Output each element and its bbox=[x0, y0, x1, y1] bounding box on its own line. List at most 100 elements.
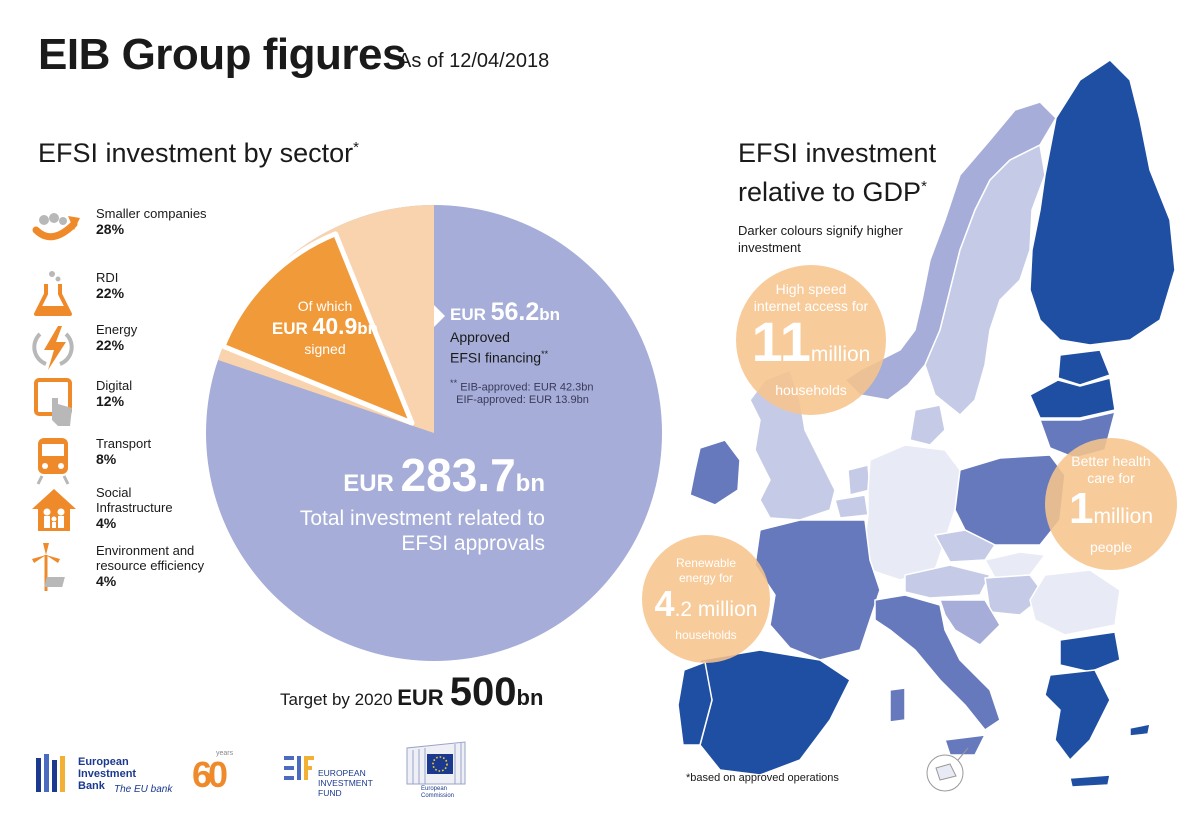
bubble-line1: Better health bbox=[1071, 452, 1151, 469]
signed-amount: EUR 40.9bn bbox=[260, 313, 390, 339]
sector-percent: 8% bbox=[96, 451, 117, 467]
approved-amount-label: EUR 56.2bn Approved EFSI financing** ** E… bbox=[450, 298, 594, 407]
bubble-line2: internet access for bbox=[753, 298, 869, 314]
map-title-line2: relative to GDP bbox=[738, 177, 922, 207]
sector-item-environment: Environment and resource efficiency 4% bbox=[30, 543, 230, 593]
bubble-line2: care for bbox=[1087, 469, 1135, 486]
target-2020: Target by 2020 EUR 500bn bbox=[280, 670, 543, 715]
target-unit: bn bbox=[516, 685, 544, 710]
map-region-sardinia bbox=[889, 687, 906, 723]
approved-amount: EUR 56.2bn bbox=[450, 298, 594, 327]
total-amount: EUR 283.7bn bbox=[285, 448, 545, 502]
map-region-sicily bbox=[944, 734, 986, 756]
sector-label: Environment and resource efficiency 4% bbox=[96, 543, 204, 589]
map-title-line1: EFSI investment bbox=[738, 138, 937, 168]
sector-name: Transport bbox=[96, 436, 152, 451]
map-region-slovakia bbox=[984, 551, 1046, 579]
renewable-energy-bubble: Renewable energy for 4.2 million househo… bbox=[642, 535, 770, 663]
internet-unit: million bbox=[810, 343, 871, 366]
bubble-line3: people bbox=[1089, 538, 1133, 555]
house-family-icon bbox=[32, 489, 76, 531]
eib-approved-note: EIB-approved: EUR 42.3bn bbox=[457, 381, 594, 394]
sector-section-title: EFSI investment by sector* bbox=[38, 138, 359, 169]
sixty-number: 60 bbox=[192, 754, 228, 795]
handshake-people-icon bbox=[32, 213, 80, 241]
signed-currency: EUR bbox=[271, 319, 313, 338]
map-region-austria bbox=[904, 564, 991, 599]
map-legend-note: Darker colours signify higher investment bbox=[738, 223, 903, 255]
eib-logo-name: European Investment Bank bbox=[78, 756, 137, 792]
signed-value: 40.9 bbox=[312, 313, 358, 339]
total-unit: bn bbox=[515, 470, 545, 497]
bubble-line3: households bbox=[675, 627, 737, 642]
bubble-line1: Renewable bbox=[675, 555, 737, 570]
approved-desc-line1: Approved bbox=[450, 329, 510, 345]
map-region-poland bbox=[954, 454, 1066, 546]
sector-name: Smaller companies bbox=[96, 206, 207, 221]
map-region-sweden bbox=[924, 144, 1046, 416]
health-number: 1 bbox=[1069, 483, 1094, 533]
train-icon bbox=[36, 438, 70, 485]
eif-approved-note: EIF-approved: EUR 13.9bn bbox=[456, 394, 589, 407]
total-investment-label: EUR 283.7bn Total investment related to … bbox=[285, 448, 545, 556]
sector-section-title-text: EFSI investment by sector bbox=[38, 138, 354, 168]
sector-item-digital: Digital 12% bbox=[30, 378, 230, 428]
lightning-icon bbox=[32, 326, 74, 370]
sector-percent: 4% bbox=[96, 573, 117, 589]
eib-logo-tagline: The EU bank bbox=[114, 784, 173, 795]
bubble-line3: households bbox=[775, 382, 847, 398]
eif-logo-name: EUROPEAN INVESTMENT FUND bbox=[318, 768, 373, 798]
sector-section-title-mark: * bbox=[353, 139, 359, 156]
target-value: 500 bbox=[449, 670, 517, 714]
map-section-title: EFSI investment relative to GDP* bbox=[738, 136, 936, 209]
sector-name: Energy bbox=[96, 322, 138, 337]
approved-description: Approved EFSI financing** bbox=[450, 329, 594, 367]
bubble-number: 1million bbox=[1069, 483, 1153, 539]
map-region-cyprus bbox=[1129, 723, 1151, 737]
map-region-italy bbox=[874, 594, 1001, 731]
footnote: *based on approved operations bbox=[686, 772, 839, 784]
page-title: EIB Group figures bbox=[38, 30, 406, 79]
sector-percent: 12% bbox=[96, 393, 125, 409]
target-currency: EUR bbox=[397, 685, 450, 710]
malta-inset bbox=[926, 747, 969, 792]
sector-name: Social Infrastructure bbox=[96, 485, 173, 515]
sixty-years-logo: years 60 bbox=[192, 750, 244, 795]
eif-mark-icon bbox=[284, 756, 314, 780]
approved-note-mark: ** bbox=[450, 377, 458, 388]
wind-turbine-icon bbox=[32, 543, 65, 591]
target-label: Target by 2020 bbox=[280, 690, 398, 709]
map-region-slovenia-croatia bbox=[939, 599, 1001, 646]
ec-building-flag-icon bbox=[406, 741, 466, 785]
map-region-ireland bbox=[689, 439, 741, 506]
total-description: Total investment related to EFSI approva… bbox=[299, 507, 545, 555]
flask-icon bbox=[34, 271, 72, 316]
sector-label: Digital 12% bbox=[96, 378, 132, 409]
renewable-number-rest: .2 million bbox=[674, 597, 758, 621]
map-region-netherlands bbox=[847, 464, 871, 496]
sector-item-smaller-companies: Smaller companies 28% bbox=[30, 206, 230, 256]
ec-logo-name: European Commission bbox=[421, 786, 455, 799]
map-region-finland bbox=[1029, 59, 1176, 346]
renewable-number: 4 bbox=[654, 582, 675, 624]
target-amount: EUR 500bn bbox=[397, 670, 544, 714]
sector-item-energy: Energy 22% bbox=[30, 322, 230, 372]
as-of-date: As of 12/04/2018 bbox=[398, 50, 550, 72]
sector-label: Social Infrastructure 4% bbox=[96, 485, 173, 531]
approved-currency: EUR bbox=[450, 305, 491, 324]
total-value: 283.7 bbox=[400, 449, 516, 501]
european-commission-logo: European Commission bbox=[405, 740, 467, 802]
map-region-denmark bbox=[909, 404, 946, 446]
map-region-belgium bbox=[834, 494, 869, 519]
sector-percent: 4% bbox=[96, 515, 117, 531]
pie-signed-financing bbox=[220, 231, 415, 426]
map-region-greece bbox=[1044, 669, 1111, 761]
signed-prefix: Of which bbox=[297, 298, 353, 314]
pie-pointer-arrow bbox=[434, 305, 445, 327]
map-region-romania bbox=[1029, 569, 1121, 636]
internet-access-bubble: High speed internet access for 11million… bbox=[736, 265, 886, 415]
sector-item-social-infrastructure: Social Infrastructure 4% bbox=[30, 485, 230, 535]
map-region-france bbox=[754, 519, 881, 661]
